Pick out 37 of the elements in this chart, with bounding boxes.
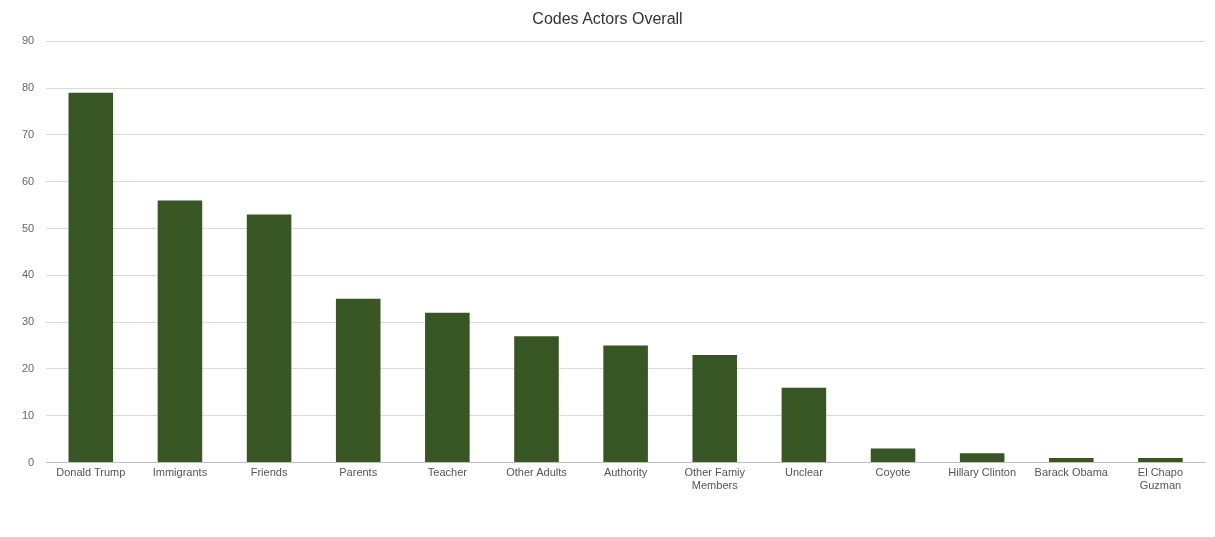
bar xyxy=(425,312,470,463)
bar xyxy=(603,345,648,463)
x-tick-label: Other Famiy Members xyxy=(684,466,746,492)
x-tick-label: Unclear xyxy=(784,466,824,479)
bar xyxy=(781,387,827,463)
y-tick-label: 20 xyxy=(21,361,35,374)
chart-title: Codes Actors Overall xyxy=(532,10,683,28)
y-tick-label: 40 xyxy=(21,268,35,281)
bar xyxy=(514,336,559,463)
y-tick-label: 60 xyxy=(21,174,35,187)
bar xyxy=(335,298,381,463)
x-tick-label: Barack Obama xyxy=(1034,466,1109,479)
bar xyxy=(1049,457,1094,463)
x-tick-label: Coyote xyxy=(875,466,911,479)
x-tick-label: Friends xyxy=(250,466,288,479)
y-tick-label: 10 xyxy=(21,408,35,421)
y-tick-label: 80 xyxy=(21,81,35,94)
bar xyxy=(692,354,738,463)
x-tick-label: Immigrants xyxy=(152,466,208,479)
bar xyxy=(157,200,203,463)
x-tick-label: Donald Trump xyxy=(56,466,126,479)
x-tick-label: El Chapo Guzman xyxy=(1137,466,1184,492)
bar xyxy=(870,448,916,463)
bar xyxy=(68,92,114,463)
y-tick-label: 90 xyxy=(21,34,35,47)
x-tick-label: Hillary Clinton xyxy=(948,466,1017,479)
x-tick-label: Other Adults xyxy=(506,466,568,479)
y-tick-label: 50 xyxy=(21,221,35,234)
x-tick-label: Parents xyxy=(339,466,378,479)
y-tick-label: 70 xyxy=(21,127,35,140)
y-tick-label: 30 xyxy=(21,315,35,328)
bar xyxy=(959,453,1005,463)
bar xyxy=(1138,457,1183,463)
x-tick-label: Teacher xyxy=(427,466,468,479)
y-tick-label: 0 xyxy=(28,455,35,468)
x-tick-label: Authority xyxy=(603,466,648,479)
bar xyxy=(246,214,292,463)
